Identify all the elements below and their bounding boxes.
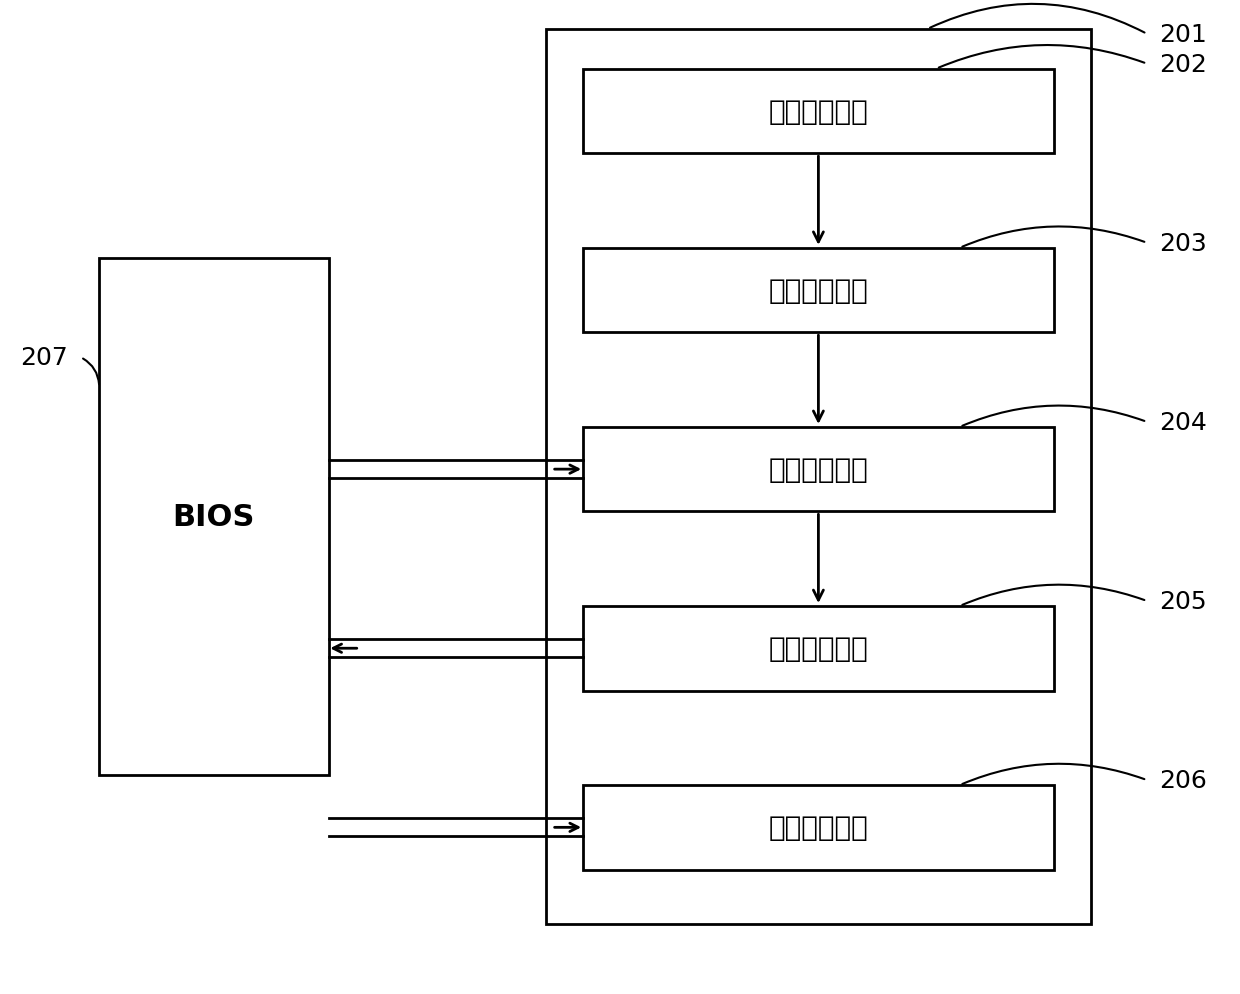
Text: 数据获取模块: 数据获取模块 (769, 276, 868, 305)
Text: 超频检测模块: 超频检测模块 (769, 97, 868, 126)
FancyBboxPatch shape (583, 427, 1054, 512)
FancyBboxPatch shape (99, 258, 329, 775)
FancyBboxPatch shape (546, 30, 1091, 924)
FancyBboxPatch shape (583, 606, 1054, 691)
FancyBboxPatch shape (583, 70, 1054, 154)
Text: 202: 202 (1159, 53, 1208, 77)
Text: 205: 205 (1159, 589, 1207, 613)
Text: 204: 204 (1159, 411, 1208, 434)
Text: 203: 203 (1159, 232, 1208, 255)
Text: 207: 207 (20, 346, 68, 370)
Text: BIOS: BIOS (172, 502, 255, 532)
Text: 数据处理模块: 数据处理模块 (769, 455, 868, 484)
Text: 数据输出模块: 数据输出模块 (769, 813, 868, 842)
Text: 数据更新模块: 数据更新模块 (769, 634, 868, 663)
FancyBboxPatch shape (583, 785, 1054, 870)
FancyBboxPatch shape (583, 248, 1054, 333)
Text: 201: 201 (1159, 23, 1208, 47)
Text: 206: 206 (1159, 768, 1208, 792)
